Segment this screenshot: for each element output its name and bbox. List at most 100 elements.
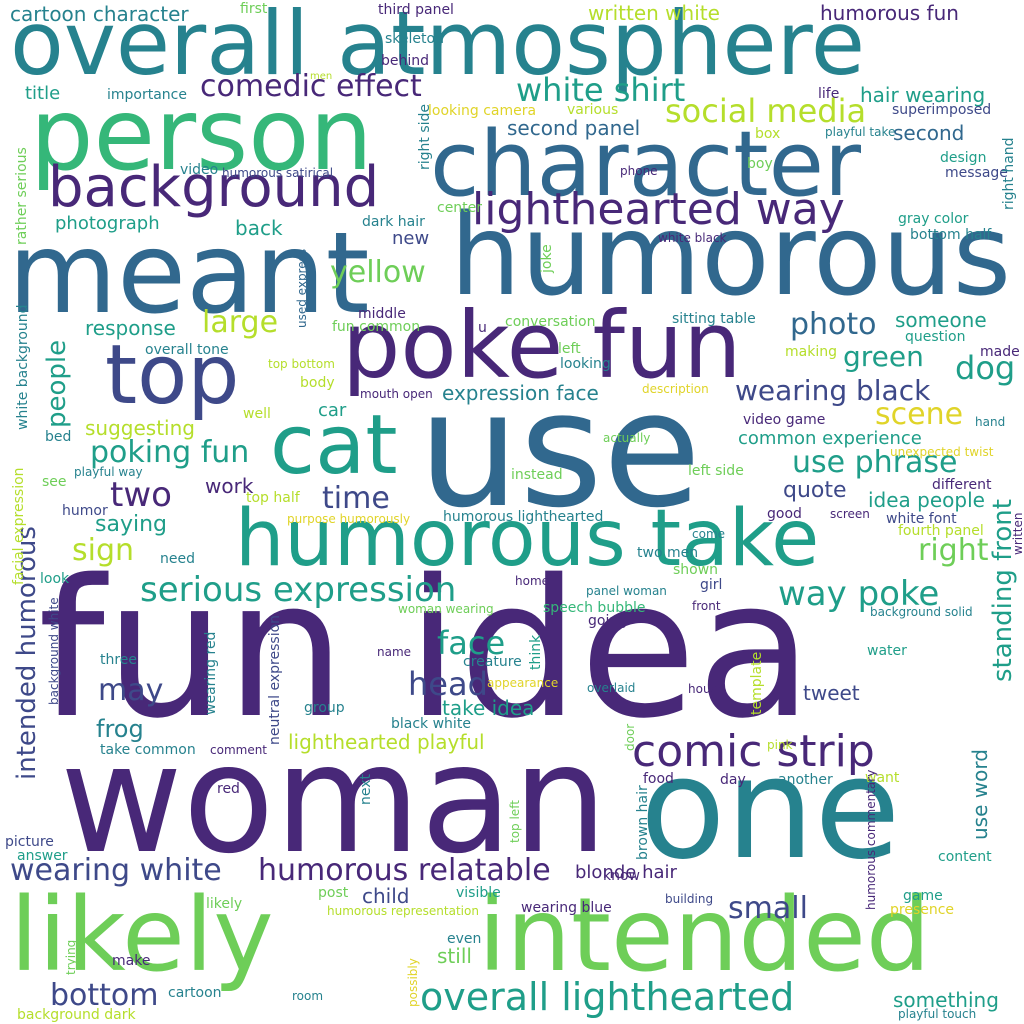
cloud-word: lighthearted way: [472, 184, 845, 235]
cloud-word: playful way: [74, 465, 143, 479]
cloud-word: shown: [673, 562, 719, 578]
cloud-word: overlaid: [587, 681, 636, 695]
cloud-word: boy: [747, 156, 773, 172]
cloud-word: frog: [96, 715, 144, 743]
cloud-word: woman wearing: [398, 602, 494, 616]
cloud-word: humorous satirical: [222, 166, 334, 180]
cloud-word: wearing white: [10, 853, 222, 888]
cloud-word: background dark: [17, 1007, 136, 1023]
cloud-word: possibly: [406, 958, 420, 1007]
cloud-word: creature: [463, 654, 522, 670]
cloud-word: good: [767, 506, 802, 522]
cloud-word: likely: [206, 896, 243, 912]
cloud-word: comic strip: [632, 726, 875, 777]
cloud-word: body: [300, 375, 335, 391]
cloud-word: head: [408, 665, 488, 703]
cloud-word: character: [430, 112, 861, 217]
cloud-word: mouth open: [360, 387, 433, 401]
cloud-word: way poke: [778, 574, 940, 614]
cloud-word: gray color: [898, 211, 969, 227]
cloud-word: poking fun: [90, 435, 250, 470]
cloud-word: box: [755, 126, 781, 142]
cloud-word: suggesting: [85, 416, 195, 440]
cloud-word: description: [642, 382, 709, 396]
cloud-word: background white: [47, 597, 61, 705]
cloud-word: left: [558, 341, 581, 357]
cloud-word: post: [318, 885, 349, 901]
cloud-word: wearing black: [735, 374, 931, 407]
cloud-word: want: [865, 770, 900, 786]
cloud-word: various: [567, 102, 619, 118]
cloud-word: blonde hair: [575, 862, 677, 883]
cloud-word: photograph: [55, 213, 160, 234]
cloud-word: sign: [72, 533, 135, 568]
cloud-word: building: [665, 892, 714, 906]
cloud-word: skeleton: [385, 31, 444, 47]
cloud-word: dog: [955, 349, 1016, 387]
cloud-word: second panel: [507, 116, 641, 140]
cloud-word: three: [100, 652, 138, 668]
cloud-word: screen: [830, 507, 870, 521]
cloud-word: unexpected twist: [890, 445, 994, 459]
cloud-word: white shirt: [516, 71, 686, 109]
cloud-word: u: [478, 320, 487, 336]
cloud-word: making: [785, 344, 837, 360]
cloud-word: face: [437, 624, 506, 662]
cloud-word: time: [322, 481, 390, 516]
cloud-word: fun common: [332, 319, 421, 335]
cloud-word: humor: [62, 503, 108, 519]
cloud-word: two: [110, 475, 172, 515]
cloud-word: house: [688, 682, 725, 696]
cloud-word: cartoon character: [10, 2, 189, 26]
cloud-word: answer: [17, 848, 68, 864]
cloud-word: something: [893, 988, 999, 1012]
cloud-word: humorous: [450, 191, 1012, 321]
cloud-word: life: [818, 86, 840, 102]
cloud-word: panel woman: [586, 584, 667, 598]
cloud-word: superimposed: [892, 102, 992, 118]
cloud-word: overall lighthearted: [420, 975, 795, 1019]
cloud-word: person: [30, 76, 373, 193]
cloud-word: top left: [508, 800, 522, 843]
cloud-word: black white: [391, 716, 471, 732]
cloud-word: take idea: [442, 696, 535, 720]
cloud-word: video game: [743, 412, 826, 428]
cloud-word: front: [692, 599, 721, 613]
cloud-word: presence: [890, 902, 955, 918]
cloud-word: fun idea: [38, 539, 813, 760]
cloud-word: going: [588, 613, 628, 629]
cloud-word: use word: [968, 749, 992, 840]
cloud-word: white font: [886, 511, 957, 527]
cloud-word: background: [48, 155, 380, 220]
cloud-word: game: [903, 888, 943, 904]
cloud-word: visible: [456, 885, 501, 901]
cloud-word: bed: [45, 429, 72, 445]
cloud-word: still: [437, 944, 472, 968]
cloud-word: social media: [665, 92, 867, 130]
cloud-word: first: [240, 1, 268, 17]
cloud-word: lighthearted playful: [288, 730, 485, 754]
cloud-word: right side: [417, 103, 433, 170]
cloud-word: take common: [100, 742, 196, 758]
cloud-word: expression face: [442, 381, 599, 405]
cloud-word: neutral expression: [267, 614, 283, 745]
cloud-word: humorous fun: [820, 1, 959, 25]
cloud-word: top half: [246, 490, 300, 506]
cloud-word: men: [310, 71, 333, 82]
cloud-word: humorous take: [235, 494, 820, 584]
cloud-word: right hand: [1001, 137, 1017, 210]
cloud-word: instead: [511, 467, 563, 483]
cloud-word: look: [40, 571, 70, 587]
cloud-word: message: [945, 165, 1008, 181]
cloud-word: template: [749, 651, 765, 715]
cloud-word: another: [778, 772, 833, 788]
cloud-word: car: [318, 400, 347, 421]
cloud-word: use: [418, 356, 702, 543]
cloud-word: pink: [767, 738, 793, 752]
cloud-word: quote: [783, 478, 847, 503]
cloud-word: comment: [210, 743, 268, 757]
cloud-word: used express: [295, 248, 309, 328]
cloud-word: serious expression: [140, 570, 457, 610]
cloud-word: comedic effect: [200, 69, 422, 104]
cloud-word: center: [437, 200, 483, 216]
